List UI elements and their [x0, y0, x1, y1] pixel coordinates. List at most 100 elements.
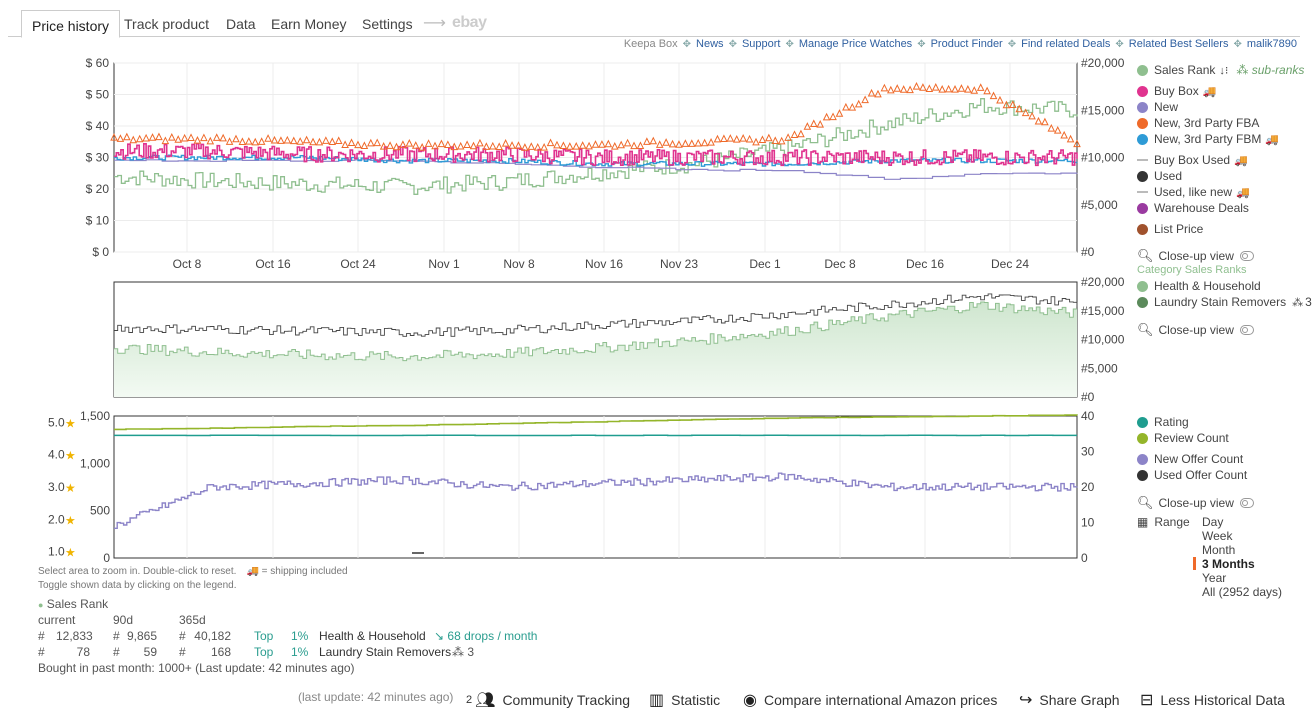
ebay-logo[interactable]: ebay [452, 14, 487, 31]
fba-point [1047, 123, 1056, 132]
range-all[interactable]: All (2952 days) [1202, 585, 1283, 599]
best-sellers-link[interactable]: Related Best Sellers [1128, 38, 1229, 50]
legend-sales-rank[interactable]: Sales Rank ↓⁝ ⁂ sub-ranks [1137, 62, 1304, 78]
offer-y-label: 30 [1081, 445, 1095, 459]
rating-y-label: 1,500 [80, 409, 110, 423]
legend-used-like-new[interactable]: Used, like new 🚚 [1137, 184, 1250, 200]
range-week[interactable]: Week [1202, 529, 1233, 543]
series-sales-rank[interactable] [114, 98, 1078, 195]
legend-new[interactable]: New [1137, 99, 1178, 115]
legend-list-price[interactable]: List Price [1137, 221, 1203, 237]
community-tracking-button[interactable]: 2 👥︎ Community Tracking [466, 692, 631, 709]
star-rating-label: 1.0 [48, 545, 65, 559]
fba-point [713, 134, 722, 143]
range-active-marker [1193, 557, 1196, 570]
legend-fba[interactable]: New, 3rd Party FBA [1137, 115, 1259, 131]
zoom-note: Select area to zoom in. Double-click to … [38, 566, 348, 577]
related-deals-link[interactable]: Find related Deals [1021, 38, 1111, 50]
stats-heading: ● Sales Rank [38, 597, 109, 611]
product-finder-link[interactable]: Product Finder [930, 38, 1003, 50]
fba-point [309, 137, 317, 146]
fba-point [745, 134, 754, 143]
tab-track-product[interactable]: Track product [124, 16, 210, 32]
fba-point [1002, 100, 1011, 109]
stats-r2-pct: 1% [291, 645, 309, 659]
fba-point [347, 138, 356, 147]
legend-laundry[interactable]: Laundry Stain Removers ⁂ 3 [1137, 294, 1312, 310]
less-historical-data-button[interactable]: ⊟ Less Historical Data [1140, 692, 1285, 709]
user-link[interactable]: malik7890 [1246, 38, 1297, 50]
stats-r1-category[interactable]: Health & Household [319, 629, 426, 643]
support-link[interactable]: Support [741, 38, 781, 50]
fba-point [784, 133, 792, 141]
series-buy-box[interactable] [114, 143, 1078, 167]
fba-point [527, 142, 536, 150]
tab-earn-money[interactable]: Earn Money [271, 16, 347, 32]
closeup-toggle-1[interactable]: 🔍︎ Close-up view [1137, 248, 1254, 264]
charts-svg[interactable]: $ 60 $ 50 $ 40 $ 30 $ 20 $ 10 $ 0 #20,000 #15,00… [0, 0, 1135, 600]
range-day[interactable]: Day [1202, 515, 1224, 529]
sub-ranks-toggle[interactable]: ⁂ sub-ranks [1236, 63, 1305, 77]
stats-r1-drops: ↘ 68 drops / month [434, 629, 538, 643]
closeup-toggle-2[interactable]: 🔍︎ Close-up view [1137, 322, 1254, 338]
series-laundry[interactable] [114, 293, 1078, 337]
fba-point [328, 137, 337, 145]
legend-health[interactable]: Health & Household [1137, 278, 1261, 294]
fba-point [399, 140, 407, 148]
fba-point [238, 137, 247, 145]
range-month[interactable]: Month [1202, 543, 1236, 557]
series-health[interactable] [114, 301, 1077, 362]
closeup-toggle-3[interactable]: 🔍︎ Close-up view [1137, 495, 1254, 511]
offer-y-label: 20 [1081, 480, 1095, 494]
x-date-label: Dec 16 [906, 257, 944, 271]
range-year[interactable]: Year [1202, 571, 1227, 585]
stats-col-365d: 365d [179, 613, 206, 627]
fba-point [675, 140, 683, 148]
series-new[interactable] [114, 159, 1078, 180]
fba-point [1041, 117, 1049, 126]
tab-price-history[interactable]: Price history [21, 10, 121, 38]
legend-used[interactable]: Used [1137, 168, 1182, 184]
statistic-button[interactable]: ▥ Statistic [649, 692, 721, 709]
fba-point [456, 141, 465, 150]
legend-fbm[interactable]: New, 3rd Party FBM 🚚 [1137, 131, 1279, 147]
stats-r1-top: Top [254, 629, 274, 643]
series-new-offer-count[interactable] [114, 472, 1078, 529]
fba-point [540, 142, 548, 151]
legend-new-offer[interactable]: New Offer Count [1137, 451, 1243, 467]
legend-used-offer[interactable]: Used Offer Count [1137, 467, 1247, 483]
fba-point [938, 84, 946, 93]
fba-point [771, 136, 780, 144]
star-icon: ★ [65, 513, 76, 527]
top-links: Keepa Box ✥ News ✥ Support ✥ Manage Price Watc… [623, 38, 1297, 50]
compare-prices-button[interactable]: ◉ Compare international Amazon prices [743, 692, 998, 709]
range-3-months[interactable]: 3 Months [1202, 557, 1255, 571]
legend-rating[interactable]: Rating [1137, 414, 1189, 430]
legend-warehouse[interactable]: Warehouse Deals [1137, 200, 1249, 216]
legend-buy-box[interactable]: Buy Box 🚚 [1137, 83, 1216, 99]
fba-point [983, 86, 991, 95]
fba-point [225, 137, 234, 145]
legend-buy-box-used[interactable]: Buy Box Used 🚚 [1137, 152, 1248, 168]
stats-r2-category[interactable]: Laundry Stain Removers [319, 645, 452, 659]
news-link[interactable]: News [696, 38, 724, 50]
tab-settings[interactable]: Settings [362, 16, 413, 32]
fba-point [354, 140, 362, 149]
series-fba[interactable] [110, 82, 1081, 151]
price-legend: Sales Rank ↓⁝ ⁂ sub-ranks Buy Box 🚚 New New… [1137, 62, 1312, 342]
legend-review[interactable]: Review Count [1137, 430, 1229, 446]
fba-point [758, 135, 767, 144]
manage-watches-link[interactable]: Manage Price Watches [798, 38, 913, 50]
fba-point [386, 141, 394, 149]
fba-point [578, 141, 587, 149]
series-fbm[interactable] [114, 154, 1078, 167]
fba-point [546, 138, 555, 147]
fba-point [508, 141, 516, 149]
tab-data[interactable]: Data [226, 16, 256, 32]
share-graph-button[interactable]: ↪ Share Graph [1019, 692, 1120, 709]
series-review-count[interactable] [114, 414, 1078, 431]
x-date-label: Oct 8 [173, 257, 202, 271]
star-icon: ★ [65, 449, 76, 463]
fba-point [598, 140, 606, 148]
keepa-box-link[interactable]: Keepa Box [623, 38, 678, 50]
